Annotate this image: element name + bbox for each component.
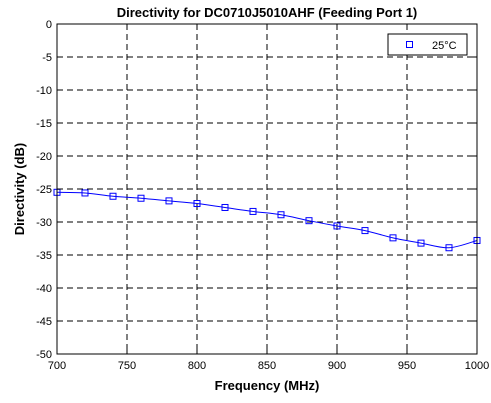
data-point-marker [361,227,369,235]
data-point-marker [109,192,117,200]
data-point-marker [417,239,425,247]
y-axis-label: Directivity (dB) [12,143,27,235]
y-tick-label: -20 [36,151,52,163]
data-point-marker [277,211,285,219]
legend-entry-label: 25°C [432,40,457,52]
legend-marker-square [406,41,413,48]
x-tick-label: 1000 [465,360,489,372]
y-tick-label: -45 [36,316,52,328]
x-tick-labels: 700 750 800 850 900 950 1000 [48,360,489,372]
data-point-marker [333,222,341,230]
x-tick-label: 700 [48,360,66,372]
y-tick-label: -40 [36,283,52,295]
x-tick-label: 800 [188,360,206,372]
y-tick-label: -10 [36,85,52,97]
axis-ticks [56,23,478,355]
grid-lines [57,24,477,354]
data-point-marker [81,189,89,197]
y-tick-label: -25 [36,184,52,196]
data-point-marker [305,217,313,225]
x-axis-label: Frequency (MHz) [215,378,320,393]
data-point-marker [165,197,173,205]
series-layer [53,188,481,252]
y-tick-label: -35 [36,250,52,262]
x-tick-label: 900 [328,360,346,372]
data-point-marker [389,234,397,242]
y-tick-labels: 0 -5 -10 -15 -20 -25 -30 -35 -40 -45 -50 [36,19,52,361]
legend: 25°C [387,33,468,56]
y-tick-label: -15 [36,118,52,130]
data-point-marker [137,194,145,202]
x-tick-label: 850 [258,360,276,372]
y-tick-label: -50 [36,349,52,361]
data-point-marker [445,244,453,252]
y-tick-label: 0 [46,19,52,31]
data-point-marker [193,200,201,208]
legend-box [387,33,468,56]
x-tick-label: 750 [118,360,136,372]
x-tick-label: 950 [398,360,416,372]
y-tick-label: -30 [36,217,52,229]
data-point-marker [249,207,257,215]
chart-title: Directivity for DC0710J5010AHF (Feeding … [117,5,418,20]
data-point-marker [221,203,229,211]
series-line [56,191,478,249]
y-tick-label: -5 [42,52,52,64]
